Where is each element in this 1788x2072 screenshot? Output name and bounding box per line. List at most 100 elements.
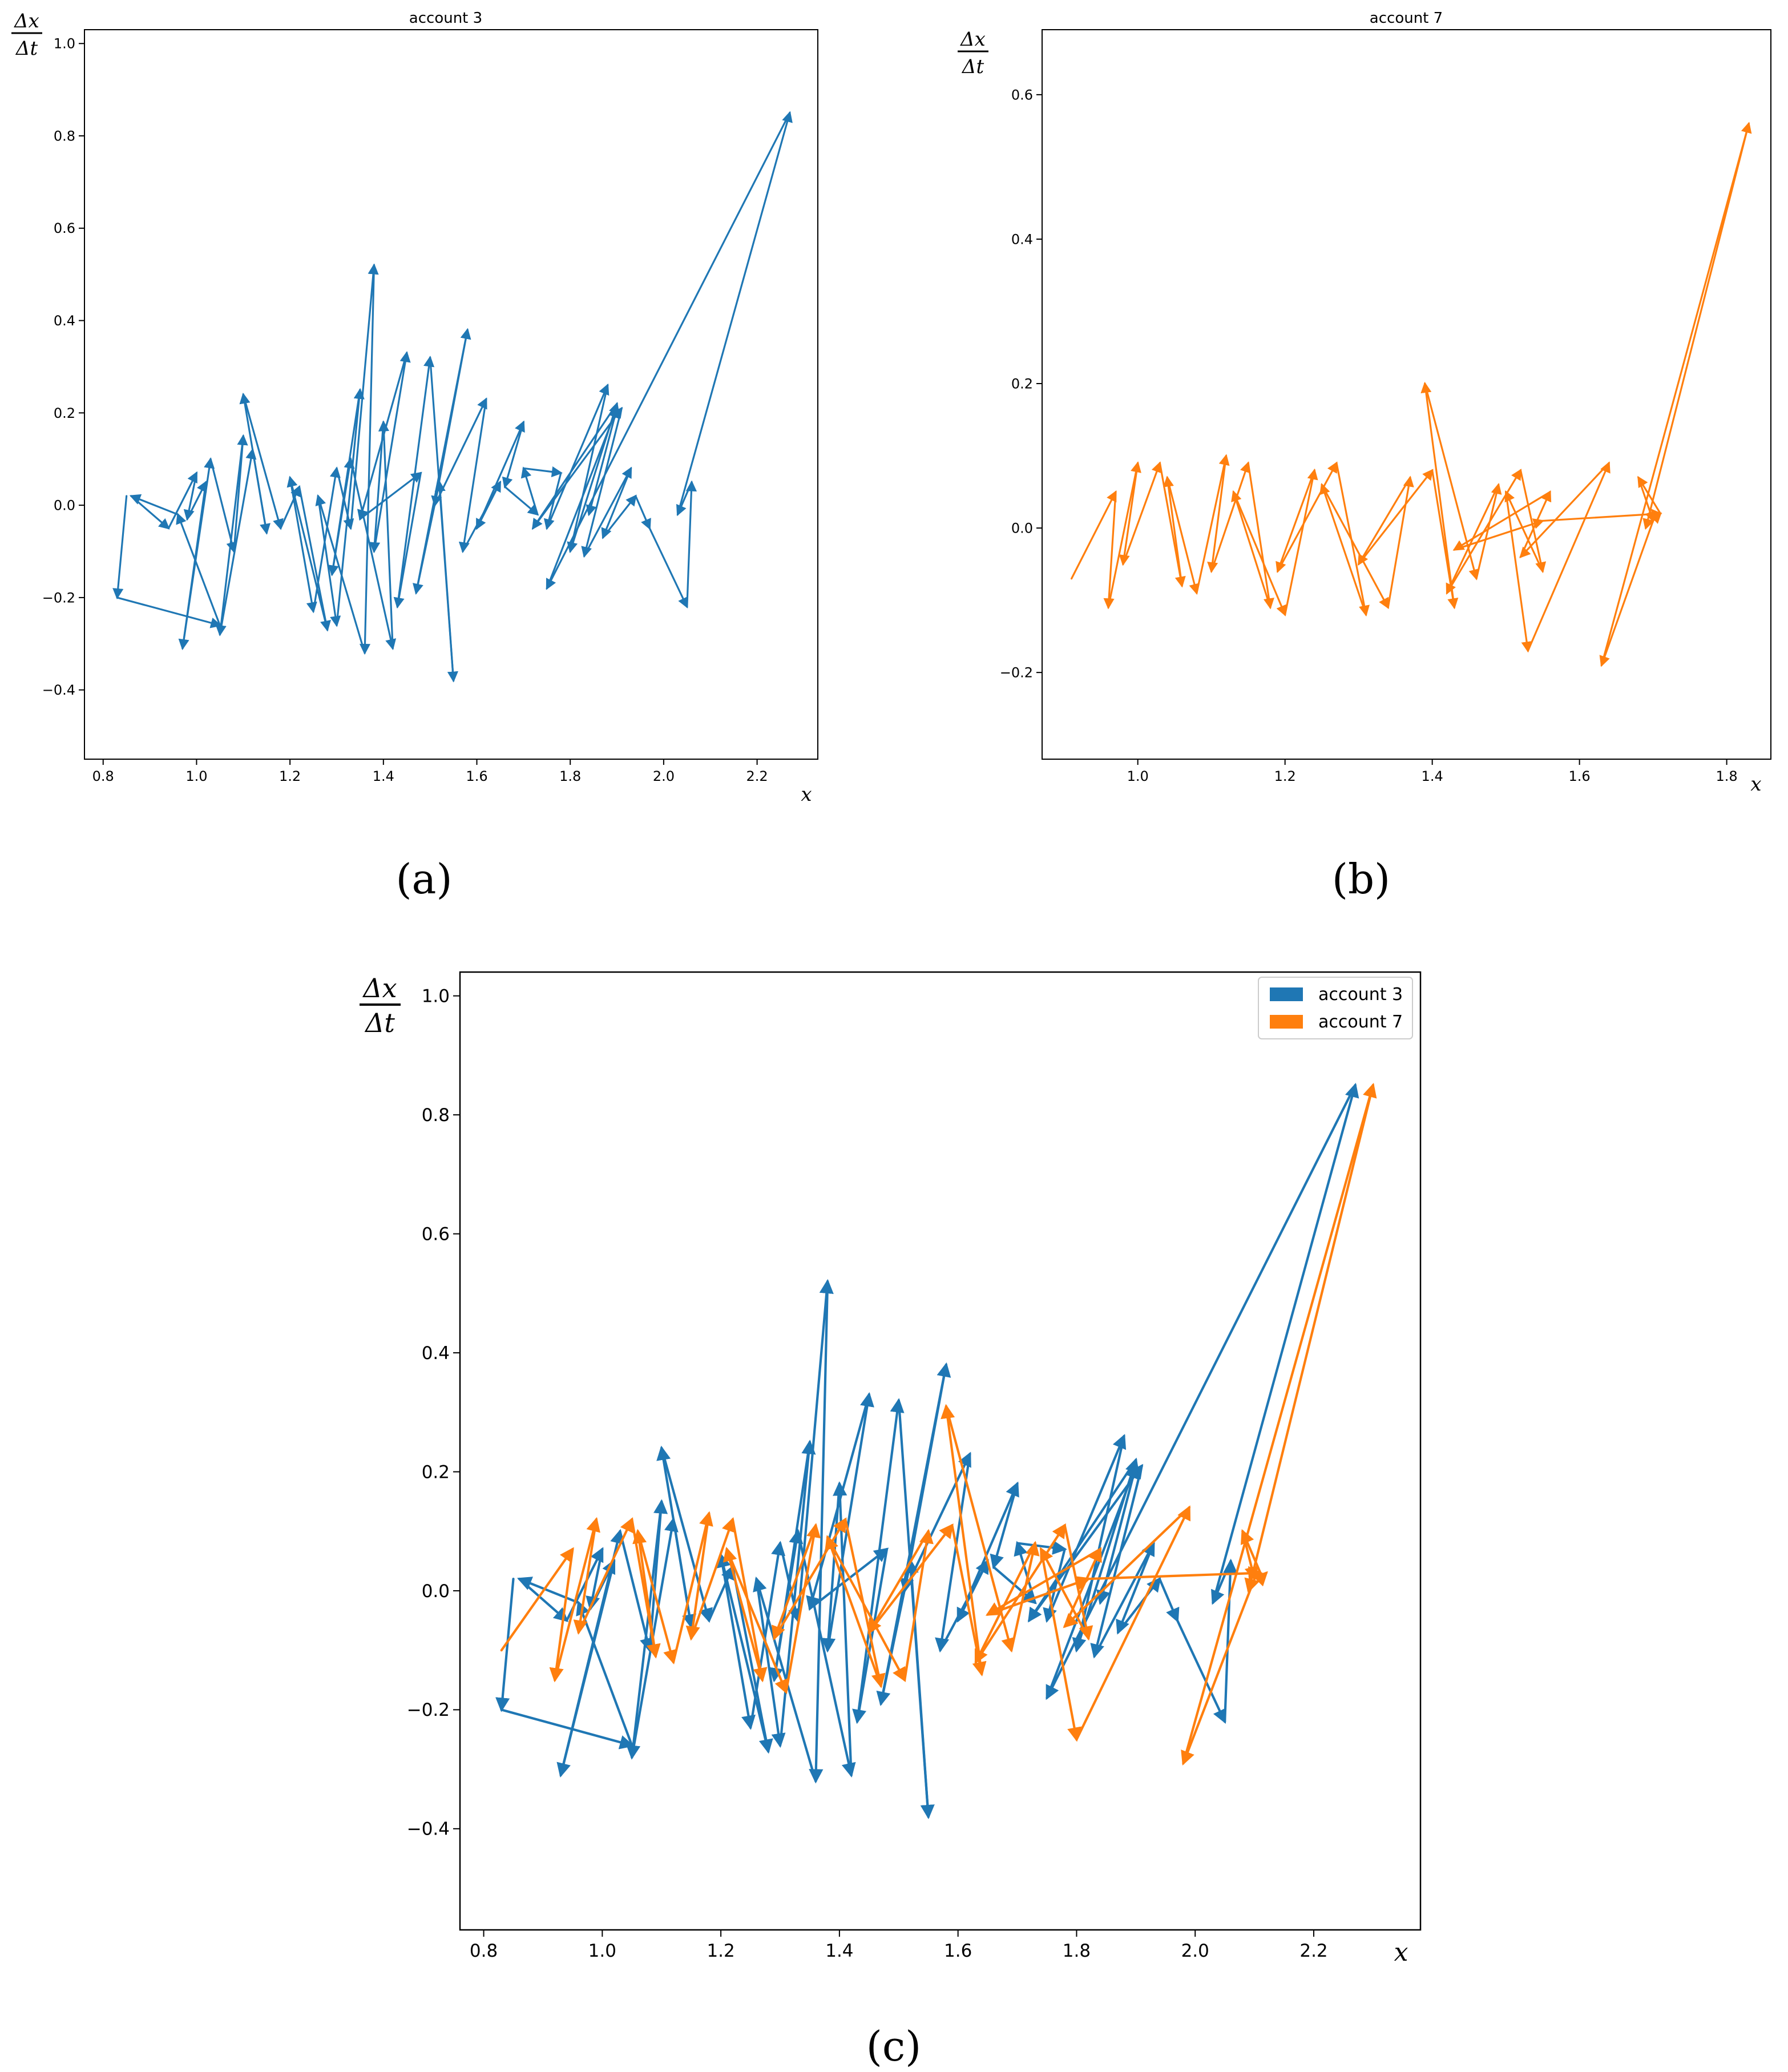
chart-b-title: account 7 bbox=[1370, 10, 1443, 27]
x-tick-label: 0.8 bbox=[92, 768, 114, 784]
arrow-segment bbox=[1519, 469, 1547, 574]
chart-c-ticks: 0.8 1.0 1.2 1.4 1.6 1.8 2.0 2.2 −0.4 −0.2 0.0 0.2 0.… bbox=[407, 986, 1328, 1961]
arrow-segment bbox=[317, 495, 341, 627]
arrow-segment bbox=[183, 471, 198, 521]
y-tick-label: 0.4 bbox=[422, 1343, 450, 1364]
x-tick-label: 1.4 bbox=[1422, 768, 1443, 784]
arrow-segment bbox=[852, 1547, 889, 1724]
arrow-segment bbox=[1358, 469, 1434, 565]
chart-panel-b: account 7 Δx Δt x 1.0 1.2 1.4 1.6 1.8 −0.2 0.0… bbox=[958, 10, 1771, 903]
arrow-segment bbox=[1321, 483, 1389, 610]
arrow-segment bbox=[1103, 491, 1117, 610]
chart-a-title: account 3 bbox=[409, 10, 482, 27]
arrow-segment bbox=[349, 458, 397, 650]
chart-a-ylabel: Δx Δt bbox=[11, 10, 42, 60]
arrow-segment bbox=[475, 420, 525, 530]
arrow-segment bbox=[1093, 1541, 1155, 1658]
arrow-segment bbox=[1232, 491, 1287, 616]
arrow-segment bbox=[242, 393, 284, 530]
y-tick-label: 0.6 bbox=[1011, 87, 1033, 103]
arrow-segment bbox=[280, 485, 301, 530]
arrow-segment bbox=[567, 384, 609, 554]
arrow-segment bbox=[1166, 476, 1200, 595]
arrow-segment bbox=[434, 480, 455, 682]
chart-b-series bbox=[1070, 122, 1752, 667]
arrow-segment bbox=[554, 1517, 600, 1682]
arrow-segment bbox=[1116, 1542, 1155, 1635]
arrow-segment bbox=[209, 458, 237, 554]
arrow-segment bbox=[546, 111, 791, 590]
arrow-segment bbox=[393, 471, 422, 609]
arrow-segment bbox=[586, 1547, 604, 1611]
arrow-segment bbox=[239, 392, 268, 534]
chart-b-ylabel: Δx Δt bbox=[958, 28, 988, 78]
arrow-segment bbox=[1244, 1083, 1374, 1594]
arrow-segment bbox=[1010, 1541, 1040, 1652]
arrow-segment bbox=[1181, 1577, 1256, 1766]
arrow-segment bbox=[945, 1405, 1015, 1653]
arrow-segment bbox=[1505, 491, 1532, 653]
y-tick-label: 0.8 bbox=[54, 128, 75, 144]
arrow-segment bbox=[1319, 483, 1367, 616]
arrow-segment bbox=[690, 1517, 736, 1640]
y-tick-label: 0.0 bbox=[1011, 520, 1033, 536]
x-tick-label: 1.6 bbox=[944, 1941, 972, 1961]
arrow-segment bbox=[458, 398, 487, 554]
y-tick-label: 0.2 bbox=[54, 405, 75, 421]
arrow-segment bbox=[331, 457, 355, 576]
arrow-segment bbox=[573, 1518, 598, 1635]
x-tick-label: 1.6 bbox=[466, 768, 487, 784]
arrow-segment bbox=[116, 596, 222, 628]
chart-c-xlabel: x bbox=[1394, 1938, 1408, 1967]
arrow-segment bbox=[167, 471, 198, 530]
panel-c-label: (c) bbox=[866, 2022, 922, 2070]
chart-b-plot-frame bbox=[1042, 29, 1771, 760]
x-tick-label: 1.4 bbox=[373, 768, 394, 784]
arrow-segment bbox=[1453, 518, 1545, 551]
arrow-segment bbox=[219, 448, 257, 636]
chart-a-ylabel-numerator: Δx bbox=[13, 10, 39, 33]
chart-a-xlabel: x bbox=[801, 783, 812, 806]
x-tick-label: 1.8 bbox=[1716, 768, 1738, 784]
arrow-segment bbox=[495, 1577, 515, 1712]
arrow-segment bbox=[899, 1363, 947, 1594]
arrow-segment bbox=[867, 1530, 930, 1635]
x-tick-label: 2.0 bbox=[1181, 1941, 1209, 1961]
arrow-segment bbox=[685, 1512, 711, 1641]
arrow-segment bbox=[1541, 509, 1662, 522]
arrow-segment bbox=[581, 407, 623, 558]
arrow-segment bbox=[500, 1547, 574, 1652]
y-tick-label: 0.6 bbox=[54, 220, 75, 236]
arrow-segment bbox=[359, 264, 376, 655]
arrow-segment bbox=[431, 329, 469, 507]
arrow-segment bbox=[1276, 469, 1315, 574]
chart-c-ylabel: Δx Δt bbox=[360, 973, 401, 1038]
arrow-segment bbox=[522, 466, 563, 478]
x-tick-label: 2.2 bbox=[1299, 1941, 1327, 1961]
arrow-segment bbox=[809, 1280, 829, 1784]
x-tick-label: 1.6 bbox=[1569, 768, 1591, 784]
arrow-segment bbox=[215, 435, 244, 636]
arrow-segment bbox=[289, 476, 317, 614]
arrow-segment bbox=[577, 1517, 633, 1634]
chart-a-ylabel-denominator: Δt bbox=[15, 37, 38, 60]
arrow-segment bbox=[1637, 475, 1662, 515]
arrow-segment bbox=[974, 1542, 1036, 1664]
arrow-segment bbox=[1070, 490, 1117, 580]
arrow-segment bbox=[778, 1440, 816, 1747]
arrow-segment bbox=[1087, 1566, 1263, 1581]
legend-label-account-7: account 7 bbox=[1318, 1012, 1403, 1032]
x-tick-label: 1.8 bbox=[559, 768, 581, 784]
arrow-segment bbox=[656, 1445, 693, 1628]
arrow-segment bbox=[806, 1393, 870, 1611]
arrow-segment bbox=[986, 1576, 1091, 1616]
arrow-segment bbox=[1090, 1464, 1143, 1659]
legend-swatch-account-7 bbox=[1270, 1015, 1303, 1029]
arrow-segment bbox=[1642, 122, 1750, 530]
arrow-segment bbox=[903, 1452, 971, 1593]
y-tick-label: 0.0 bbox=[422, 1581, 450, 1602]
arrow-segment bbox=[586, 407, 618, 517]
arrow-segment bbox=[1163, 475, 1183, 587]
arrow-segment bbox=[985, 1547, 1102, 1616]
